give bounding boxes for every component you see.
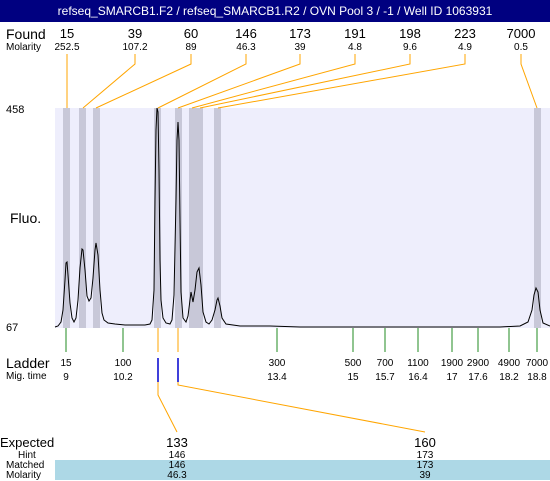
expected-leader-line	[177, 382, 426, 433]
hint-value: 173	[416, 450, 434, 461]
found-value: 223	[454, 26, 476, 41]
ladder-size: 7000	[525, 358, 549, 369]
matched-row-highlight	[55, 460, 550, 470]
peak-band	[79, 108, 86, 328]
found-leader-line	[177, 54, 301, 109]
molarity-value: 107.2	[122, 42, 148, 53]
peak-band	[534, 108, 541, 328]
ladder-size: 500	[344, 358, 362, 369]
mig-time-label: Mig. time	[6, 371, 47, 382]
molarity-row-highlight	[55, 470, 550, 480]
ladder-size: 1100	[407, 358, 429, 369]
found-label: Found	[6, 26, 46, 42]
molarity-label-bottom: Molarity	[6, 470, 42, 481]
ladder-size: 700	[376, 358, 394, 369]
peak-band	[154, 108, 161, 328]
molarity-value: 39	[294, 42, 306, 53]
found-leader-line	[191, 54, 356, 109]
ladder-time: 17	[446, 372, 458, 383]
ladder-time: 18.2	[499, 372, 519, 383]
found-value: 191	[344, 26, 366, 41]
found-leader-line	[157, 54, 247, 109]
ladder-time: 9	[63, 372, 69, 383]
peak-band	[189, 108, 196, 328]
found-value: 60	[183, 26, 199, 41]
found-value: 7000	[506, 26, 536, 41]
y-axis-bottom-label: 67	[6, 322, 19, 334]
molarity-value: 9.6	[403, 42, 417, 53]
matched-molarity-value: 46.3	[167, 470, 187, 481]
ladder-size: 300	[268, 358, 286, 369]
molarity-value: 252.5	[54, 42, 80, 53]
peak-band	[93, 108, 100, 328]
found-leader-line	[82, 54, 136, 109]
matched-molarity-value: 39	[419, 470, 431, 481]
found-value: 198	[399, 26, 421, 41]
ladder-size: 15	[60, 358, 72, 369]
ladder-time: 18.8	[527, 372, 547, 383]
ladder-time: 15	[347, 372, 359, 383]
signal-trace	[54, 107, 550, 328]
ladder-time: 15.7	[375, 372, 395, 383]
found-value: 15	[59, 26, 75, 41]
molarity-value: 46.3	[236, 42, 256, 53]
expected-value: 133	[166, 435, 188, 450]
expected-value: 160	[414, 435, 436, 450]
hint-value: 146	[168, 450, 186, 461]
window-title: refseq_SMARCB1.F2 / refseq_SMARCB1.R2 / …	[0, 0, 550, 22]
ladder-label: Ladder	[6, 355, 50, 371]
expected-label: Expected	[0, 435, 55, 450]
ladder-time: 17.6	[468, 372, 488, 383]
ladder-time: 10.2	[113, 372, 133, 383]
fluo-axis-label: Fluo.	[10, 210, 42, 226]
ladder-size: 4900	[497, 358, 521, 369]
ladder-size: 2900	[466, 358, 490, 369]
peak-band	[214, 108, 221, 328]
molarity-value: 89	[185, 42, 197, 53]
matched-label: Matched	[6, 460, 45, 471]
hint-label: Hint	[18, 450, 36, 461]
found-value: 173	[289, 26, 311, 41]
molarity-value: 0.5	[514, 42, 528, 53]
molarity-value: 4.9	[458, 42, 472, 53]
expected-leader-line	[157, 382, 178, 433]
peak-band	[63, 108, 70, 328]
found-leader-line	[520, 54, 538, 109]
found-leader-line	[95, 54, 192, 109]
ladder-size: 1900	[440, 358, 464, 369]
ladder-size: 100	[114, 358, 132, 369]
matched-value: 146	[168, 460, 186, 471]
found-value: 146	[235, 26, 257, 41]
peak-band	[175, 108, 182, 328]
found-value: 39	[127, 26, 143, 41]
found-leader-line	[217, 54, 466, 109]
matched-value: 173	[416, 460, 434, 471]
plot-area	[55, 108, 550, 328]
ladder-time: 13.4	[267, 372, 287, 383]
ladder-time: 16.4	[408, 372, 428, 383]
y-axis-top-label: 458	[6, 104, 25, 116]
peak-band	[196, 108, 203, 328]
molarity-value: 4.8	[348, 42, 362, 53]
found-leader-line	[199, 54, 411, 109]
molarity-label: Molarity	[6, 42, 42, 53]
